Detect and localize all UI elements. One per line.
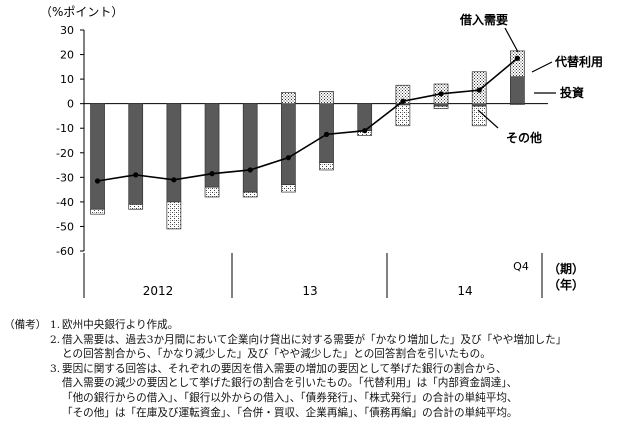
- y-tick-label: 20: [60, 49, 74, 62]
- note-line: （備考） 1. 欧州中央銀行より作成。: [4, 318, 632, 333]
- line-point: [171, 177, 177, 183]
- note-line: 「他の銀行からの借入」、「銀行以外からの借入」、「債券発行」、「株式発行」の合計…: [4, 391, 632, 406]
- line-point: [94, 178, 101, 184]
- note-text: 借入需要は、過去3か月間において企業向け貸出に対する需要が「かなり増加した」及び…: [62, 333, 567, 346]
- note-number: 3.: [50, 362, 61, 375]
- note-text: 欧州中央銀行より作成。: [62, 319, 179, 331]
- bar-invest: [166, 103, 182, 203]
- bar-invest: [510, 76, 525, 105]
- note-text: 借入需要の減少の要因として挙げた銀行の割合を引いたもの。「代替利用」は「内部資金…: [62, 377, 518, 390]
- y-tick-label: -10: [56, 122, 74, 135]
- bar-invest: [471, 103, 487, 107]
- bar-other: [471, 105, 487, 127]
- year-label-2012: 2012: [143, 284, 174, 298]
- bar-invest: [128, 103, 144, 205]
- annotation-investment: 投資: [560, 85, 584, 100]
- bar-other: [319, 162, 334, 171]
- bar-invest: [281, 103, 296, 186]
- note-line: 「その他」は「在庫及び運転資金」、「合併・買収、企業再編」、「債務再編」の合計の…: [4, 406, 632, 421]
- note-number: 2.: [50, 333, 61, 346]
- bar-other: [128, 203, 144, 210]
- line-point: [133, 172, 139, 178]
- bar-other: [281, 184, 296, 193]
- y-tick-label: 10: [60, 73, 74, 86]
- leader-borrowing-demand: [504, 27, 519, 53]
- bar-alternative: [281, 92, 296, 105]
- bar-other: [204, 186, 220, 198]
- y-tick-label: -60: [56, 245, 74, 258]
- line-point: [438, 91, 444, 97]
- line-point: [400, 98, 406, 104]
- year-label-13: 13: [302, 284, 317, 298]
- y-axis-unit: （%ポイント）: [40, 5, 123, 19]
- line-point: [323, 131, 330, 137]
- bar-alternative: [510, 50, 525, 78]
- bar-other: [166, 201, 182, 230]
- bar-other: [433, 105, 449, 109]
- line-point: [209, 171, 215, 177]
- year-unit: （年）: [548, 277, 584, 292]
- bar-alternative: [319, 91, 334, 105]
- notes-section: （備考） 1. 欧州中央銀行より作成。 2. 借入需要は、過去3か月間において企業向け貸…: [4, 318, 632, 420]
- notes-prefix: （備考）: [4, 319, 47, 331]
- note-text: 「他の銀行からの借入」、「銀行以外からの借入」、「債券発行」、「株式発行」の合計…: [62, 391, 518, 404]
- y-tick-label: -30: [56, 171, 74, 184]
- note-number: 1.: [50, 319, 61, 331]
- note-line: 3. 要因に関する回答は、それぞれの要因を借入需要の増加の要因として挙げた銀行の割…: [4, 362, 632, 377]
- bar-invest: [90, 103, 105, 210]
- borrowing-demand-chart: （%ポイント） 30 20 10 0 -10 -20 -30 -40 -50 -60 2012 13…: [40, 5, 603, 298]
- bar-invest: [242, 103, 258, 193]
- y-tick-label: 30: [60, 24, 74, 37]
- leader-other: [477, 109, 499, 129]
- annotation-borrowing-demand: 借入需要: [459, 12, 508, 27]
- bar-other: [90, 208, 105, 215]
- y-tick-label: -20: [56, 147, 74, 160]
- note-line: 借入需要の減少の要因として挙げた銀行の割合を引いたもの。「代替利用」は「内部資金…: [4, 376, 632, 391]
- line-point: [247, 167, 253, 173]
- line-point: [476, 87, 482, 93]
- leader-alternative: [531, 61, 553, 73]
- note-text: 要因に関する回答は、それぞれの要因を借入需要の増加の要因として挙げた銀行の割合か…: [62, 362, 507, 375]
- bar-invest: [433, 103, 449, 107]
- annotation-other: その他: [506, 130, 542, 145]
- bar-other: [395, 104, 411, 127]
- annotation-alternative: 代替利用: [554, 54, 603, 69]
- note-line: 2. 借入需要は、過去3か月間において企業向け貸出に対する需要が「かなり増加した」…: [4, 333, 632, 348]
- bar-other: [242, 191, 258, 198]
- y-tick-label: -40: [56, 196, 74, 209]
- line-point: [514, 55, 520, 61]
- line-borrowing-demand: [97, 57, 518, 182]
- y-tick-label: -50: [56, 220, 74, 233]
- year-label-14: 14: [457, 284, 472, 298]
- note-line: との回答割合から、「かなり減少した」及び「やや減少した」との回答割合を引いたもの…: [4, 347, 632, 362]
- quarter-label-q4: Q4: [513, 260, 529, 273]
- line-point: [285, 155, 291, 161]
- bar-other: [510, 103, 525, 105]
- line-point: [362, 128, 368, 134]
- note-text: 「その他」は「在庫及び運転資金」、「合併・買収、企業再編」、「債務再編」の合計の…: [62, 406, 518, 419]
- y-tick-label: 0: [67, 98, 74, 111]
- period-unit: （期）: [548, 261, 584, 276]
- note-text: との回答割合から、「かなり減少した」及び「やや減少した」との回答割合を引いたもの…: [62, 348, 491, 361]
